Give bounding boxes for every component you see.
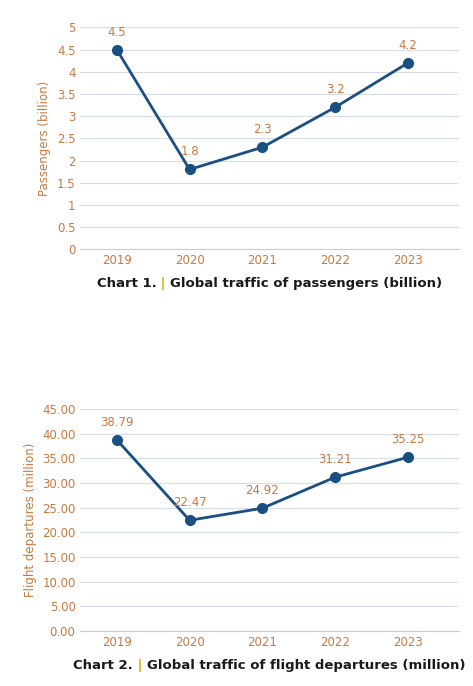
Text: 24.92: 24.92 [245, 484, 279, 497]
Text: 1.8: 1.8 [180, 145, 199, 158]
Text: 3.2: 3.2 [326, 83, 344, 96]
Text: 31.21: 31.21 [318, 453, 352, 466]
Y-axis label: Passengers (billion): Passengers (billion) [38, 81, 52, 196]
Text: Chart 2.: Chart 2. [73, 659, 133, 672]
Text: 35.25: 35.25 [391, 433, 425, 446]
Text: Global traffic of flight departures (million): Global traffic of flight departures (mil… [147, 659, 466, 672]
Text: 4.2: 4.2 [398, 39, 417, 52]
Text: 4.5: 4.5 [107, 25, 126, 38]
Text: Chart 1.: Chart 1. [96, 277, 157, 290]
Text: 38.79: 38.79 [100, 416, 133, 429]
Text: |: | [133, 659, 147, 672]
Text: Global traffic of passengers (billion): Global traffic of passengers (billion) [170, 277, 443, 290]
Text: |: | [157, 277, 170, 290]
Text: 2.3: 2.3 [253, 123, 272, 137]
Text: 22.47: 22.47 [173, 496, 206, 509]
Y-axis label: Flight departures (million): Flight departures (million) [24, 443, 36, 598]
